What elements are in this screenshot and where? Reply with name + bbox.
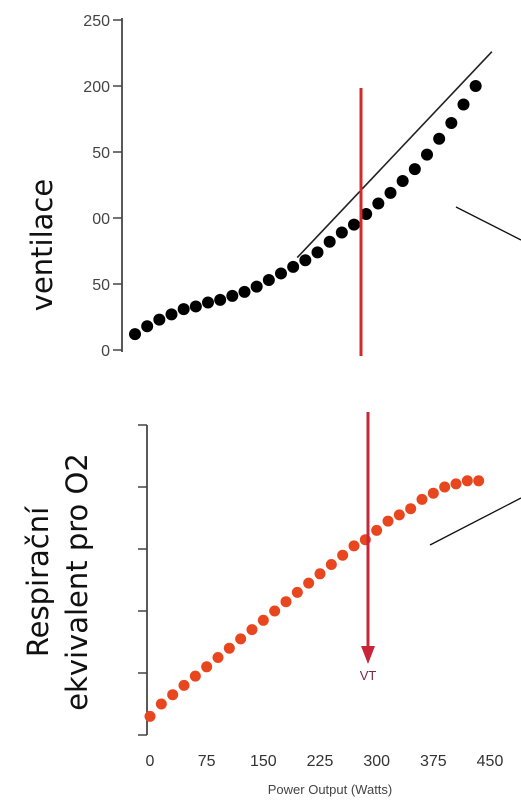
- bottom-data-point: [212, 652, 224, 663]
- top-data-point: [372, 197, 385, 210]
- bottom-data-point: [325, 559, 337, 570]
- top-data-point: [226, 289, 239, 302]
- bottom-data-point: [235, 633, 247, 645]
- bottom-data-point: [246, 624, 258, 636]
- bottom-data-point: [269, 605, 281, 617]
- top-data-point: [141, 320, 154, 333]
- top-data-point: [469, 80, 482, 92]
- bottom-data-point: [371, 524, 383, 536]
- top-fit-line: [296, 51, 493, 259]
- bottom-data-point: [461, 475, 473, 487]
- top-data-point: [238, 285, 251, 298]
- top-y-axis-label: ventilace: [25, 179, 59, 311]
- top-data-point: [202, 296, 214, 309]
- top-data-point: [287, 260, 300, 273]
- bottom-data-point: [155, 698, 167, 710]
- bottom-y-axis-label-line-2: ekvivalent pro O2: [60, 453, 94, 711]
- bottom-data-point: [178, 679, 190, 691]
- bottom-x-ticks: 0 75 150 225 300 375 450: [146, 753, 504, 770]
- bottom-data-point: [257, 614, 269, 626]
- bottom-data-point: [393, 509, 405, 521]
- top-data-point: [348, 218, 360, 231]
- vt-label: VT: [360, 668, 377, 683]
- bottom-data-point: [280, 596, 292, 608]
- top-data-point: [250, 280, 263, 293]
- bottom-data-point: [201, 661, 213, 673]
- bottom-x-tick-label: 150: [250, 753, 277, 770]
- top-data-point: [360, 208, 373, 221]
- top-trend-segment: [455, 206, 521, 241]
- top-y-tick-label: 250: [83, 13, 110, 30]
- bottom-x-tick-label: 0: [146, 753, 155, 770]
- top-data-point: [165, 308, 178, 321]
- bottom-data-point: [167, 689, 179, 701]
- bottom-data-point: [405, 503, 417, 515]
- bottom-data-point: [473, 475, 485, 487]
- top-data-point: [299, 254, 312, 267]
- bottom-data-point: [189, 670, 201, 682]
- top-y-tick-label: 00: [92, 211, 110, 228]
- bottom-y-axis-label-line-1: Respirační: [21, 506, 55, 657]
- bottom-data-point: [382, 515, 394, 527]
- top-data-point: [384, 186, 397, 199]
- top-data-point: [262, 274, 275, 287]
- top-data-point: [335, 226, 348, 239]
- top-y-tick-label: 50: [92, 145, 110, 162]
- top-data-point: [457, 98, 470, 111]
- bottom-data-point: [223, 642, 235, 654]
- bottom-data-point: [291, 586, 303, 598]
- top-data-point: [421, 148, 433, 161]
- bottom-data-point: [416, 493, 428, 505]
- vt-arrow-head: [361, 646, 375, 664]
- top-data-point: [275, 267, 287, 280]
- top-data-points: [129, 80, 482, 341]
- respiratory-equivalent-chart: Respirační ekvivalent pro O2 0 75 150 225 30…: [21, 424, 521, 797]
- top-fit-lines: [296, 51, 493, 259]
- bottom-data-point: [439, 481, 451, 493]
- top-data-point: [396, 175, 409, 188]
- bottom-data-point: [314, 568, 326, 580]
- top-data-point: [129, 328, 141, 341]
- bottom-data-point: [303, 577, 315, 589]
- bottom-data-point: [337, 549, 349, 561]
- bottom-x-tick-label: 300: [363, 753, 390, 770]
- top-data-point: [323, 235, 336, 248]
- ventilation-chart: ventilace 250 200 50 00 50 0: [25, 13, 493, 360]
- bottom-data-point: [450, 478, 462, 490]
- top-data-point: [189, 300, 202, 313]
- bottom-x-tick-label: 225: [307, 753, 334, 770]
- top-y-tick-label: 50: [92, 277, 110, 294]
- bottom-x-axis-label: Power Output (Watts): [268, 782, 393, 797]
- bottom-x-tick-label: 375: [420, 753, 447, 770]
- top-y-tick-label: 0: [101, 343, 110, 360]
- top-y-ticks: 250 200 50 00 50 0: [83, 13, 122, 360]
- top-y-tick-label: 200: [83, 79, 110, 96]
- bottom-trend-segment: [429, 497, 521, 546]
- top-data-point: [433, 132, 446, 145]
- top-data-point: [153, 313, 166, 326]
- bottom-x-tick-label: 450: [477, 753, 504, 770]
- bottom-y-ticks: [138, 424, 147, 736]
- bottom-data-point: [144, 710, 156, 722]
- top-data-point: [177, 303, 190, 316]
- bottom-x-tick-label: 75: [198, 753, 216, 770]
- top-data-point: [311, 246, 324, 259]
- bottom-data-point: [427, 487, 439, 499]
- bottom-data-point: [348, 540, 360, 552]
- top-data-point: [445, 116, 458, 129]
- bottom-data-points: [144, 475, 485, 722]
- top-data-point: [214, 293, 227, 306]
- top-data-point: [408, 163, 421, 176]
- vt-threshold-marker: VT: [359, 88, 377, 683]
